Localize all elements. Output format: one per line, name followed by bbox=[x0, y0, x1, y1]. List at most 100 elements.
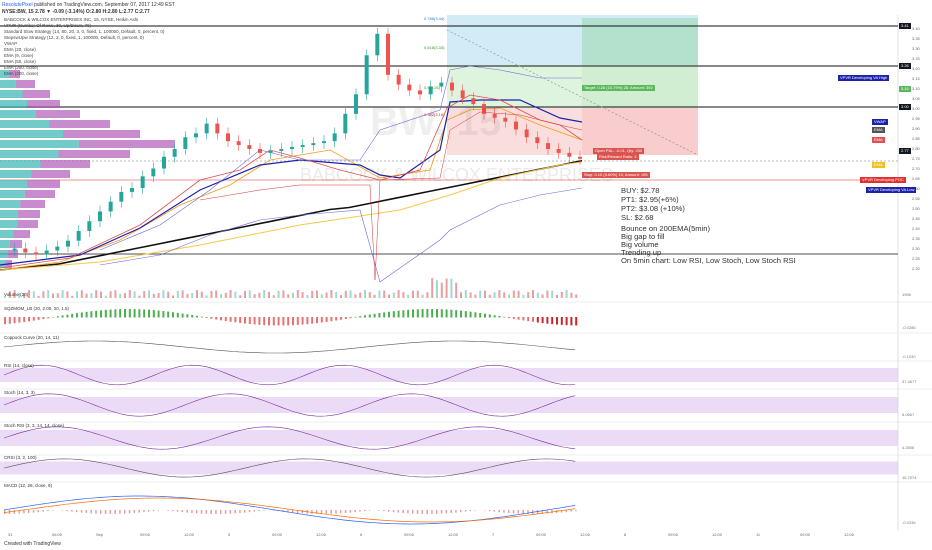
vpvr-bar-up bbox=[0, 90, 23, 98]
macd-hist-bar bbox=[570, 510, 572, 512]
time-axis[interactable]: 31 06:00 Sep 09:00 12:00 5 09:00 12:00 6 09:00 12:… bbox=[0, 530, 932, 538]
panel-title-sqzmom[interactable]: SQZMOM_LB (20, 2.00, 20, 1.5) bbox=[4, 306, 70, 311]
sqz-bar bbox=[436, 309, 438, 318]
layer-5[interactable]: EMA (20, close) bbox=[4, 47, 36, 52]
panel-title-volume[interactable]: Volume (20) bbox=[4, 292, 29, 297]
volume-bar bbox=[368, 292, 371, 298]
volume-bar bbox=[18, 293, 21, 298]
candle-body bbox=[119, 191, 124, 202]
volume-bar bbox=[484, 290, 486, 298]
panel-title-stochrsi[interactable]: Stoch RSI (3, 3, 14, 14, close) bbox=[4, 423, 65, 428]
panel-value-coppock: -0.1030 bbox=[902, 354, 916, 359]
vpvr-bar-up bbox=[0, 220, 18, 228]
symbol-line: NYSE:BW, 15 2.78 ▼ -0.09 (-3.14%) O:2.80… bbox=[2, 9, 150, 15]
sqz-bar bbox=[311, 317, 314, 324]
macd-hist-bar bbox=[210, 510, 212, 514]
price-tick-label: 3.15 bbox=[912, 76, 920, 81]
price-tick-label: 2.70 bbox=[912, 166, 920, 171]
layer-7[interactable]: EMA (50, close) bbox=[4, 59, 36, 64]
macd-hist-bar bbox=[354, 510, 356, 513]
time-tick-label: 12:00 bbox=[184, 532, 195, 537]
vpvr-bar-down bbox=[58, 150, 130, 158]
volume-bar bbox=[402, 292, 405, 298]
layer-9[interactable]: EMA (200, close) bbox=[4, 71, 39, 76]
layer-1[interactable]: VPVR (Number Of Rows, 30, Up/Down, 70) bbox=[4, 23, 92, 28]
sqz-bar bbox=[47, 317, 50, 319]
sqz-bar bbox=[498, 316, 501, 318]
sqz-bar bbox=[268, 317, 270, 326]
volume-bar bbox=[546, 290, 549, 298]
candle-body bbox=[503, 117, 508, 122]
sqz-bar bbox=[541, 317, 544, 324]
time-tick-label: Sep bbox=[96, 532, 104, 537]
candle-body bbox=[567, 152, 572, 157]
publisher-line: ResolutePixel published on TradingView.c… bbox=[2, 2, 175, 8]
tag-va-high: VPVR Developing VA High bbox=[838, 75, 890, 81]
layer-0[interactable]: BABCOCK & WILCOX ENTERPRISES INC, 15, NY… bbox=[4, 17, 139, 22]
sqz-bar bbox=[383, 312, 386, 318]
macd-hist-bar bbox=[575, 510, 577, 512]
layer-4[interactable]: VWAP bbox=[4, 41, 18, 46]
sqz-bar bbox=[95, 310, 98, 318]
time-tick-label: 31 bbox=[8, 532, 13, 537]
volume-bar bbox=[258, 292, 261, 298]
volume-bar bbox=[234, 291, 237, 298]
panel-value-sqzmom: -0.0286 bbox=[902, 325, 916, 330]
layer-6[interactable]: EMA (9, close) bbox=[4, 53, 34, 58]
volume-bar bbox=[287, 294, 290, 298]
volume-bar bbox=[104, 295, 107, 298]
macd-hist-bar bbox=[13, 510, 16, 514]
price-tick-label: 2.65 bbox=[912, 176, 920, 181]
candle-body bbox=[407, 84, 412, 91]
candle-body bbox=[194, 133, 198, 138]
indicator-line bbox=[3, 340, 576, 354]
volume-bar bbox=[23, 293, 26, 298]
candle-body bbox=[396, 74, 401, 85]
trendline bbox=[446, 29, 699, 156]
layer-3[interactable]: StepswUpw Strategy (12, 3, 0, fixed, 1, … bbox=[4, 35, 144, 40]
candle-body bbox=[55, 246, 60, 251]
publisher-name[interactable]: ResolutePixel bbox=[2, 2, 33, 8]
macd-hist-bar bbox=[4, 510, 6, 514]
candle-body bbox=[482, 104, 486, 114]
panel-title-coppock[interactable]: Coppock Curve (20, 14, 11) bbox=[4, 335, 59, 340]
volume-bar bbox=[532, 290, 534, 298]
panel-title-crsi[interactable]: CRSI (3, 2, 100) bbox=[4, 455, 37, 460]
vpvr-bar-down bbox=[9, 70, 20, 78]
sqz-bar bbox=[244, 317, 246, 324]
vpvr-va-high bbox=[99, 65, 582, 251]
volume-bar bbox=[143, 291, 146, 298]
volume-bar bbox=[464, 290, 467, 298]
macd-hist-bar bbox=[508, 510, 510, 514]
vpvr-bar-up bbox=[0, 250, 9, 258]
vpvr-bar-down bbox=[40, 160, 90, 168]
macd-hist-bar bbox=[546, 510, 548, 514]
candle-body bbox=[204, 123, 209, 134]
macd-hist-bar bbox=[527, 510, 529, 514]
macd-hist-bar bbox=[80, 510, 83, 513]
layer-2[interactable]: Standard Slow Strategy (14, 80, 20, 3, 0… bbox=[4, 29, 165, 34]
volume-bar bbox=[383, 290, 386, 298]
volume-bar bbox=[148, 290, 150, 298]
time-tick-label: 7 bbox=[492, 532, 495, 537]
panel-title-stoch[interactable]: Stoch (14, 3, 3) bbox=[4, 390, 35, 395]
layer-8[interactable]: EMA (200, close) bbox=[4, 65, 39, 70]
panel-title-rsi[interactable]: RSI (14, close) bbox=[4, 363, 34, 368]
volume-bar bbox=[508, 294, 510, 298]
macd-hist-bar bbox=[157, 510, 160, 511]
volume-bar bbox=[392, 292, 395, 298]
macd-hist-bar bbox=[143, 510, 145, 513]
macd-hist-bar bbox=[316, 510, 318, 514]
volume-bars bbox=[4, 278, 578, 298]
vpvr-bar-down bbox=[27, 100, 60, 108]
tag-341: 3.41 bbox=[899, 23, 911, 29]
sqz-bar bbox=[340, 317, 342, 320]
macd-hist-bar bbox=[167, 510, 169, 511]
volume-bar bbox=[205, 295, 208, 298]
panel-title-macd[interactable]: MACD (12, 26, close, 9) bbox=[4, 483, 53, 488]
macd-hist-bar bbox=[133, 510, 136, 514]
candle-body bbox=[386, 33, 390, 75]
candle-body bbox=[354, 94, 358, 114]
footer-credit[interactable]: Created with TradingView bbox=[4, 541, 61, 547]
